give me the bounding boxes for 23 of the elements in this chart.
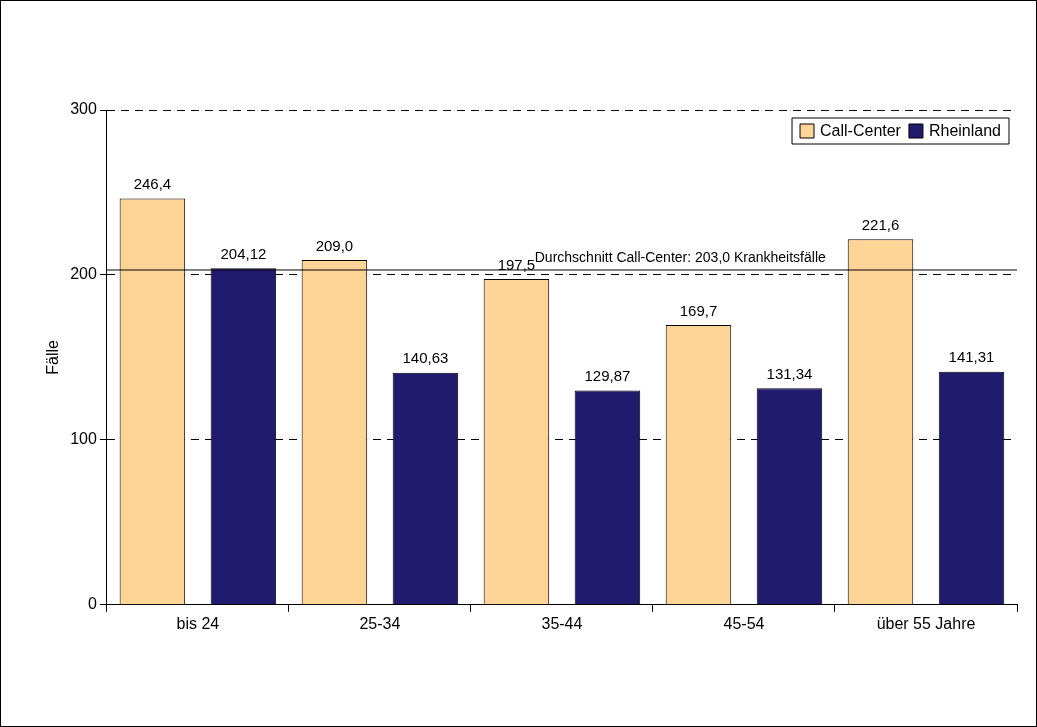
data-label: 246,4 (133, 175, 172, 193)
x-tick-label: 45-54 (723, 614, 765, 632)
data-label: 169,7 (679, 301, 718, 319)
data-label: 197,5 (497, 255, 536, 273)
x-tick-label: 35-44 (541, 614, 583, 632)
legend-label: Call-Center (820, 122, 902, 140)
x-tick-label: über 55 Jahre (876, 614, 976, 632)
x-tick-label: bis 24 (176, 614, 220, 632)
data-label: 204,12 (220, 244, 267, 262)
data-label: 209,0 (315, 236, 354, 254)
y-tick-label: 300 (70, 100, 97, 118)
data-label: 141,31 (948, 348, 995, 366)
y-tick-label: 100 (70, 430, 97, 448)
data-label: 221,6 (861, 215, 900, 233)
y-axis-title: Fälle (44, 339, 62, 375)
legend-label: Rheinland (928, 122, 1002, 140)
y-tick-label: 0 (87, 595, 97, 613)
data-label: 140,63 (402, 349, 449, 367)
data-label: 131,34 (766, 364, 813, 382)
x-tick-label: 25-34 (359, 614, 401, 632)
y-tick-label: 200 (70, 265, 97, 283)
data-label: 129,87 (584, 367, 631, 385)
ref-line-label: Durchschnitt Call-Center: 203,0 Krankheitsfälle (534, 248, 826, 265)
